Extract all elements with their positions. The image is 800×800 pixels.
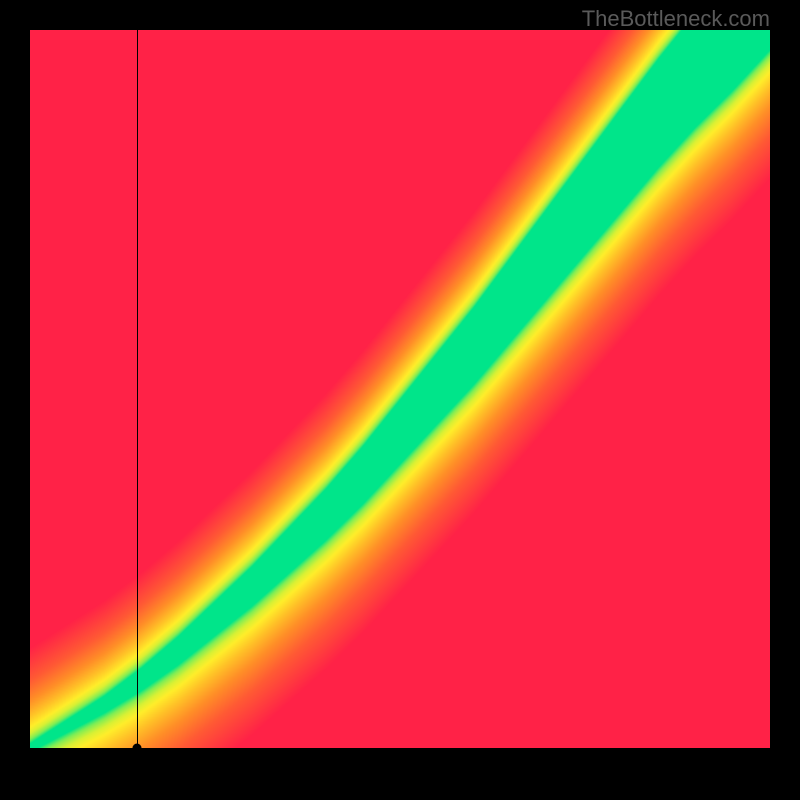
heatmap-plot: [30, 30, 770, 748]
crosshair-vertical: [137, 30, 138, 748]
watermark-text: TheBottleneck.com: [582, 6, 770, 32]
heatmap-canvas: [30, 30, 770, 748]
crosshair-point: [133, 744, 142, 753]
